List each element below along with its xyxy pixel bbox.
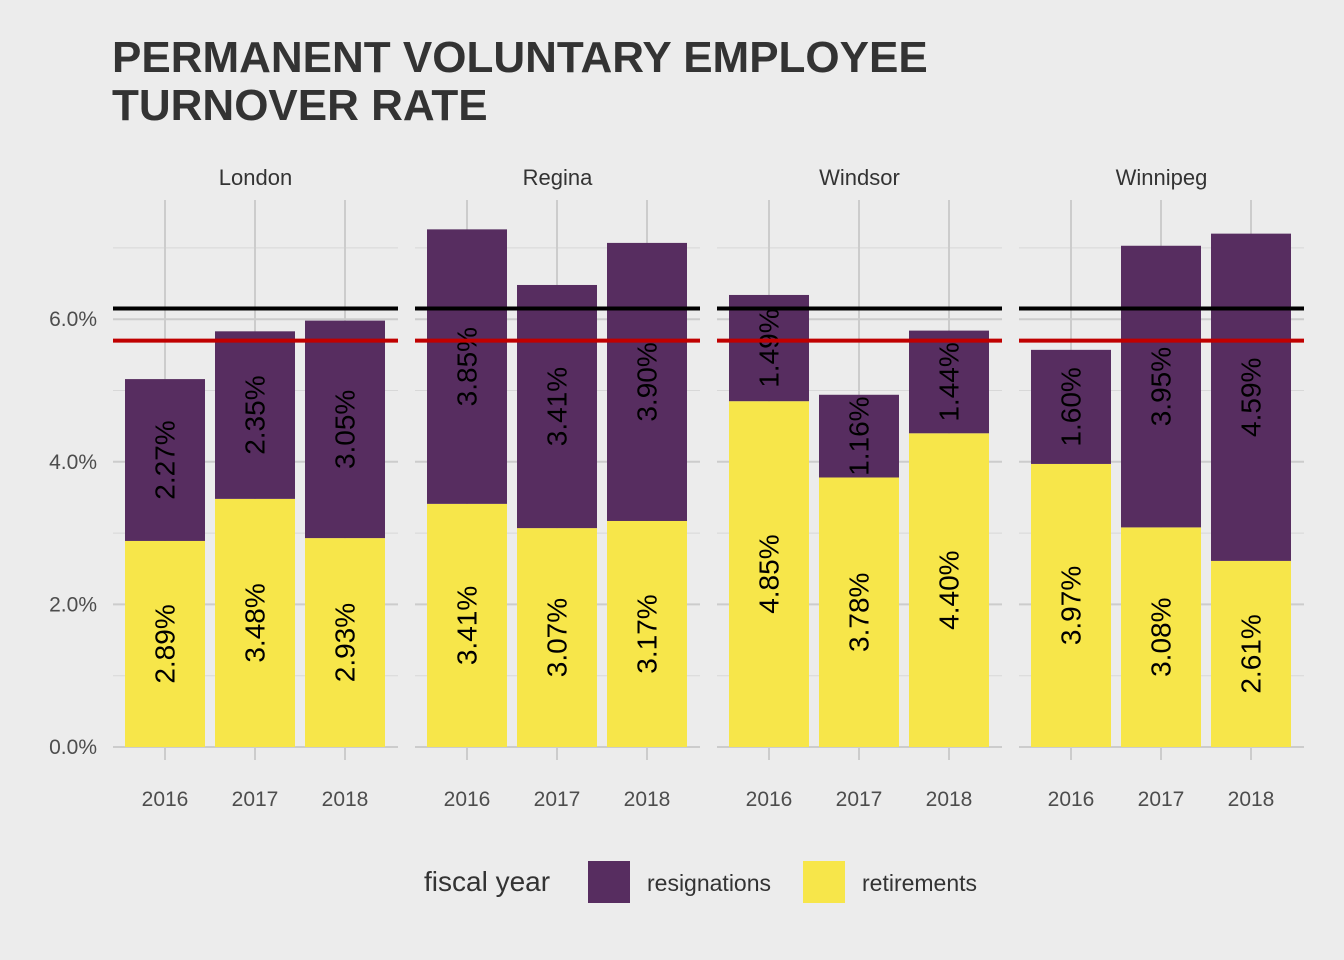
x-tick-label: 2017 [534,788,581,811]
chart-title: PERMANENT VOLUNTARY EMPLOYEE TURNOVER RA… [112,34,1112,130]
x-tick-label: 2016 [444,788,491,811]
bar-resignations-winnipeg-2018 [1211,233,1291,561]
bar-retirements-london-2018 [305,538,385,747]
x-tick-label: 2017 [1138,788,1185,811]
legend-label-resignations: resignations [647,870,772,896]
bar-retirements-winnipeg-2017 [1121,527,1201,747]
bar-resignations-regina-2016 [427,229,507,504]
y-tick-label: 6.0% [49,308,97,331]
bar-resignations-regina-2018 [607,242,687,521]
bar-retirements-winnipeg-2018 [1211,560,1291,747]
data-label-retirements: 3.41% [452,586,483,665]
bar-resignations-winnipeg-2016 [1031,349,1111,464]
y-tick-label: 2.0% [49,593,97,616]
data-label-retirements: 3.07% [542,598,573,677]
data-label-retirements: 3.48% [240,583,271,662]
data-label-resignations: 2.35% [240,375,271,454]
bar-retirements-winnipeg-2016 [1031,463,1111,747]
bar-resignations-london-2017 [215,331,295,499]
data-label-resignations: 1.49% [754,308,785,387]
data-label-resignations: 1.44% [934,342,965,421]
x-tick-label: 2018 [1228,788,1275,811]
bar-retirements-regina-2017 [517,528,597,747]
bar-retirements-regina-2016 [427,503,507,747]
x-tick-label: 2018 [926,788,973,811]
bar-resignations-windsor-2018 [909,330,989,434]
facet-label-regina: Regina [523,165,593,190]
data-label-retirements: 3.97% [1056,566,1087,645]
x-tick-label: 2016 [1048,788,1095,811]
x-tick-label: 2017 [836,788,883,811]
data-label-retirements: 4.85% [754,534,785,613]
legend-title: fiscal year [424,866,551,897]
legend: fiscal year resignations retirements [0,860,1344,906]
bar-retirements-windsor-2016 [729,401,809,747]
bar-retirements-windsor-2017 [819,477,899,747]
legend-swatch-retirements [803,861,845,903]
chart-title-line-2: TURNOVER RATE [112,81,488,130]
data-label-retirements: 2.89% [150,604,181,683]
bar-retirements-regina-2018 [607,520,687,747]
facet-label-windsor: Windsor [819,165,900,190]
data-label-resignations: 1.16% [844,396,875,475]
legend-label-retirements: retirements [862,870,978,896]
data-label-resignations: 3.05% [330,390,361,469]
bar-resignations-windsor-2016 [729,294,809,402]
data-label-retirements: 2.61% [1236,614,1267,693]
data-label-resignations: 2.27% [150,420,181,499]
data-label-retirements: 2.93% [330,603,361,682]
data-label-resignations: 3.41% [542,367,573,446]
x-tick-label: 2016 [746,788,793,811]
data-label-resignations: 3.90% [632,342,663,421]
x-tick-label: 2018 [624,788,671,811]
y-tick-label: 4.0% [49,451,97,474]
data-label-resignations: 3.95% [1146,347,1177,426]
y-tick-label: 0.0% [49,736,97,759]
bar-retirements-london-2016 [125,540,205,747]
bar-resignations-london-2016 [125,379,205,541]
chart-title-line-1: PERMANENT VOLUNTARY EMPLOYEE [112,33,928,82]
bar-resignations-london-2018 [305,320,385,539]
data-label-retirements: 3.17% [632,594,663,673]
x-tick-label: 2018 [322,788,369,811]
data-label-resignations: 4.59% [1236,358,1267,437]
bar-resignations-regina-2017 [517,284,597,529]
bar-retirements-windsor-2018 [909,433,989,747]
data-label-retirements: 4.40% [934,550,965,629]
facet-label-london: London [219,165,292,190]
bar-resignations-windsor-2017 [819,394,899,478]
legend-swatch-resignations [588,861,630,903]
facet-label-winnipeg: Winnipeg [1116,165,1208,190]
x-tick-label: 2016 [142,788,189,811]
data-label-retirements: 3.08% [1146,597,1177,676]
bar-resignations-winnipeg-2017 [1121,245,1201,528]
bar-retirements-london-2017 [215,498,295,747]
data-label-resignations: 1.60% [1056,367,1087,446]
x-tick-label: 2017 [232,788,279,811]
data-label-retirements: 3.78% [844,573,875,652]
